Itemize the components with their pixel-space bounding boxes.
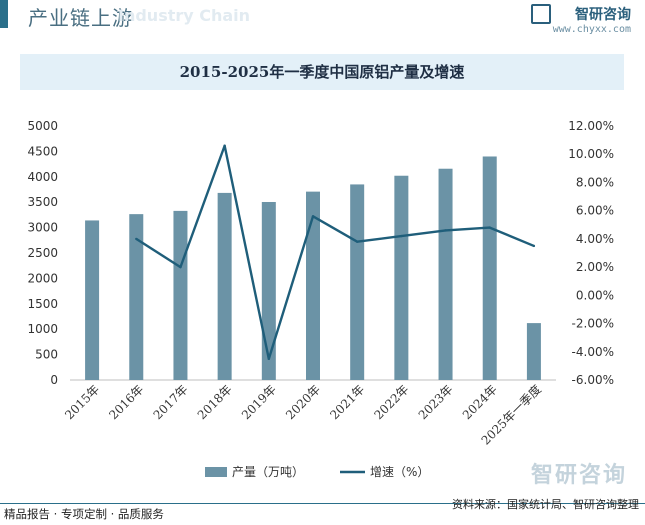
y-left-tick-label: 3500 [27, 195, 58, 209]
y-right-tick-label: -6.00% [572, 373, 614, 387]
header: 产业链上游 Industry Chain 智研咨询 www.chyxx.com [0, 0, 645, 40]
x-tick-label: 2023年 [416, 382, 456, 422]
bar-4 [217, 192, 232, 380]
growth-point-4 [223, 144, 226, 147]
legend-bar-label: 产量（万吨） [232, 465, 304, 479]
y-left-tick-label: 3000 [27, 221, 58, 235]
footer-rule [0, 503, 645, 504]
y-left-tick-label: 1500 [27, 297, 58, 311]
footer [0, 505, 645, 525]
x-tick-label: 2017年 [151, 382, 191, 422]
y-right-tick-label: -4.00% [572, 345, 614, 359]
y-right-tick-label: 8.00% [576, 175, 614, 189]
header-title: 产业链上游 [28, 6, 133, 30]
growth-point-2 [135, 237, 138, 241]
x-tick-label: 2021年 [327, 382, 367, 422]
y-left-tick-label: 1000 [27, 322, 58, 336]
y-left-tick-label: 4000 [27, 170, 58, 184]
y-right-tick-label: 12.00% [568, 119, 614, 133]
brand-name: 智研咨询 [575, 7, 631, 23]
bar-3 [173, 210, 188, 380]
header-ghost-text: Industry Chain [118, 6, 251, 25]
y-right-tick-label: 0.00% [576, 288, 614, 302]
bar-6 [306, 191, 320, 380]
growth-point-11 [532, 244, 536, 248]
x-tick-label: 2018年 [195, 382, 235, 422]
bar-7 [350, 184, 365, 380]
legend-line-label: 增速（%） [370, 465, 429, 479]
x-tick-label: 2019年 [239, 382, 279, 422]
x-tick-label: 2015年 [62, 382, 102, 422]
y-left-tick-label: 2500 [27, 246, 58, 260]
x-tick-label: 2020年 [283, 382, 323, 422]
y-right-tick-label: 4.00% [576, 232, 614, 246]
bar-8 [394, 175, 409, 380]
y-left-tick-label: 2000 [27, 271, 58, 285]
growth-point-10 [488, 226, 491, 229]
y-left-tick-label: 500 [35, 348, 58, 362]
watermark: 智研咨询 [530, 463, 627, 488]
bar-2 [129, 214, 144, 380]
growth-point-7 [355, 240, 359, 243]
bar-9 [438, 168, 453, 380]
bar-1 [85, 220, 100, 380]
growth-point-9 [444, 229, 447, 232]
growth-point-3 [179, 265, 182, 269]
y-left-tick-label: 5000 [27, 119, 58, 133]
y-right-tick-label: 2.00% [576, 260, 614, 274]
y-left-tick-label: 0 [50, 373, 58, 387]
growth-line [135, 144, 535, 361]
chart-title-box: 2015-2025年一季度中国原铝产量及增速 [20, 54, 624, 90]
bar-5 [261, 201, 276, 380]
footer-source: 资料来源：国家统计局、智研咨询整理 [452, 498, 639, 511]
y-right-tick-label: -2.00% [572, 317, 614, 331]
chart-title: 2015-2025年一季度中国原铝产量及增速 [179, 63, 465, 81]
x-tick-label: 2016年 [106, 382, 146, 422]
growth-point-6 [311, 215, 315, 218]
brand: 智研咨询 www.chyxx.com [530, 4, 631, 35]
x-tick-label: 2022年 [372, 382, 412, 422]
y-right-tick-label: 10.00% [568, 147, 614, 161]
growth-point-5 [267, 357, 271, 361]
footer-tagline: 精品报告 · 专项定制 · 品质服务 [4, 507, 164, 521]
brand-logo-icon [530, 4, 551, 24]
x-tick-label: 2024年 [460, 382, 500, 422]
y-left-tick-label: 4500 [27, 144, 58, 158]
growth-point-8 [400, 234, 403, 238]
header-accent-bar [0, 0, 8, 28]
brand-url: www.chyxx.com [552, 24, 631, 35]
bar-10 [482, 156, 497, 380]
legend-bar-swatch [205, 467, 227, 477]
y-right-tick-label: 6.00% [576, 204, 614, 218]
bar-11 [526, 323, 541, 380]
